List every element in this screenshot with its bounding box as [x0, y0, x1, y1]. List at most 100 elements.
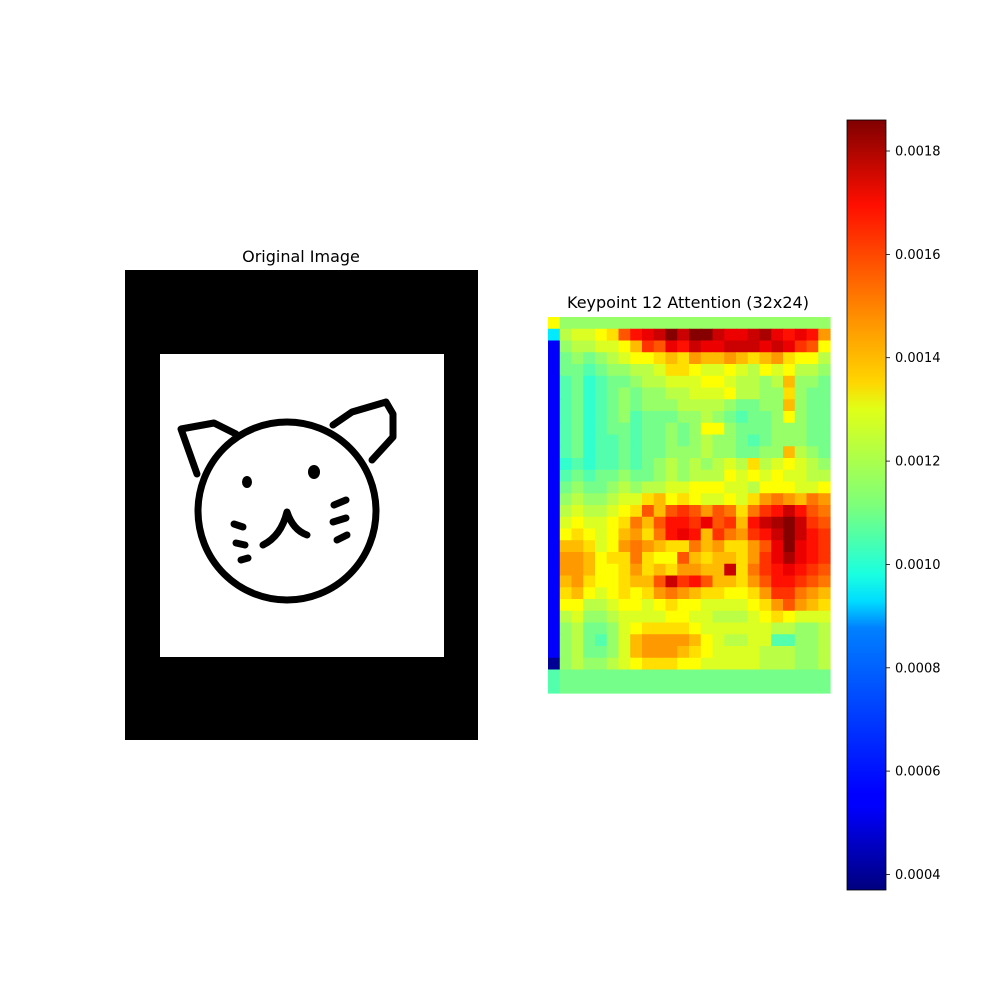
heatmap-cell	[595, 563, 608, 577]
heatmap-cell	[712, 387, 725, 400]
heatmap-cell	[700, 505, 714, 518]
heatmap-cell	[642, 575, 655, 588]
heatmap-cell	[783, 481, 796, 494]
heatmap-cell	[583, 375, 596, 389]
heatmap-cell	[606, 340, 620, 353]
heatmap-cell	[653, 375, 667, 389]
heatmap-cell	[724, 399, 737, 412]
heatmap-cell	[618, 563, 631, 577]
heatmap-cell	[653, 505, 667, 518]
heatmap-cell	[700, 493, 714, 506]
heatmap-cell	[630, 575, 643, 588]
heatmap-cell	[677, 446, 690, 459]
heatmap-cell	[771, 481, 784, 494]
heatmap-cell	[771, 669, 784, 682]
heatmap-cell	[736, 669, 749, 682]
heatmap-cell	[618, 493, 631, 506]
heatmap-cell	[571, 587, 584, 600]
heatmap-cell	[712, 563, 725, 577]
heatmap-cell	[559, 446, 573, 459]
heatmap-cell	[595, 364, 608, 377]
cat-whisker	[329, 514, 350, 526]
heatmap-cell	[818, 528, 831, 541]
heatmap-cell	[677, 469, 690, 483]
heatmap-cell	[665, 622, 678, 635]
heatmap-cell	[736, 563, 749, 577]
heatmap-cell	[806, 422, 819, 436]
heatmap-cell	[747, 575, 761, 588]
heatmap-cell	[571, 364, 584, 377]
heatmap-cell	[818, 352, 831, 365]
heatmap-cell	[642, 528, 655, 541]
heatmap-cell	[606, 387, 620, 400]
heatmap-cell	[642, 681, 655, 694]
colorbar-tick-label: 0.0012	[895, 455, 941, 470]
heatmap-cell	[583, 540, 596, 553]
heatmap-cell	[736, 505, 749, 518]
heatmap-cell	[559, 434, 573, 447]
heatmap-cell	[559, 505, 573, 518]
heatmap-cell	[618, 622, 631, 635]
heatmap-cell	[665, 481, 678, 494]
heatmap-cell	[642, 505, 655, 518]
heatmap-cell	[771, 411, 784, 424]
heatmap-cell	[630, 552, 643, 565]
heatmap-cell	[700, 375, 714, 389]
heatmap-cell	[618, 328, 631, 342]
heatmap-cell	[653, 317, 667, 330]
heatmap-cell	[736, 434, 749, 447]
heatmap-cell	[630, 587, 643, 600]
heatmap-cell	[747, 364, 761, 377]
heatmap-cell	[724, 646, 737, 659]
heatmap-cell	[653, 599, 667, 612]
heatmap-cell	[583, 610, 596, 624]
heatmap-cell	[783, 516, 796, 530]
heatmap-cell	[665, 458, 678, 471]
heatmap-cell	[724, 469, 737, 483]
heatmap-cell	[689, 434, 702, 447]
heatmap-cell	[724, 587, 737, 600]
heatmap-cell	[583, 669, 596, 682]
heatmap-cell	[783, 599, 796, 612]
heatmap-cell	[595, 575, 608, 588]
heatmap-cell	[583, 481, 596, 494]
heatmap-cell	[759, 446, 772, 459]
heatmap-cell	[571, 317, 584, 330]
heatmap-cell	[700, 434, 714, 447]
heatmap-cell	[771, 387, 784, 400]
heatmap-cell	[665, 634, 678, 647]
heatmap-cell	[571, 575, 584, 588]
heatmap-cell	[665, 434, 678, 447]
heatmap-cell	[559, 646, 573, 659]
heatmap-cell	[559, 411, 573, 424]
heatmap-cell	[559, 375, 573, 389]
heatmap-cell	[595, 481, 608, 494]
heatmap-cell	[783, 375, 796, 389]
heatmap-cell	[783, 540, 796, 553]
heatmap-cell	[665, 399, 678, 412]
heatmap-cell	[700, 681, 714, 694]
heatmap-cell	[771, 399, 784, 412]
heatmap-cell	[677, 364, 690, 377]
heatmap-cell	[759, 434, 772, 447]
heatmap-cell	[677, 375, 690, 389]
heatmap-cell	[747, 681, 761, 694]
heatmap-cell	[736, 681, 749, 694]
heatmap-cell	[618, 552, 631, 565]
heatmap-cell	[606, 657, 620, 671]
heatmap-cell	[618, 375, 631, 389]
heatmap-cell	[583, 599, 596, 612]
heatmap-cell	[689, 317, 702, 330]
heatmap-cell	[642, 458, 655, 471]
heatmap-cell	[759, 387, 772, 400]
heatmap-cell	[771, 328, 784, 342]
heatmap-cell	[771, 469, 784, 483]
heatmap-cell	[665, 681, 678, 694]
heatmap-cell	[559, 399, 573, 412]
heatmap-cell	[559, 634, 573, 647]
heatmap-cell	[653, 552, 667, 565]
heatmap-cell	[818, 669, 831, 682]
heatmap-cell	[618, 657, 631, 671]
heatmap-cell	[653, 528, 667, 541]
heatmap-cell	[606, 681, 620, 694]
